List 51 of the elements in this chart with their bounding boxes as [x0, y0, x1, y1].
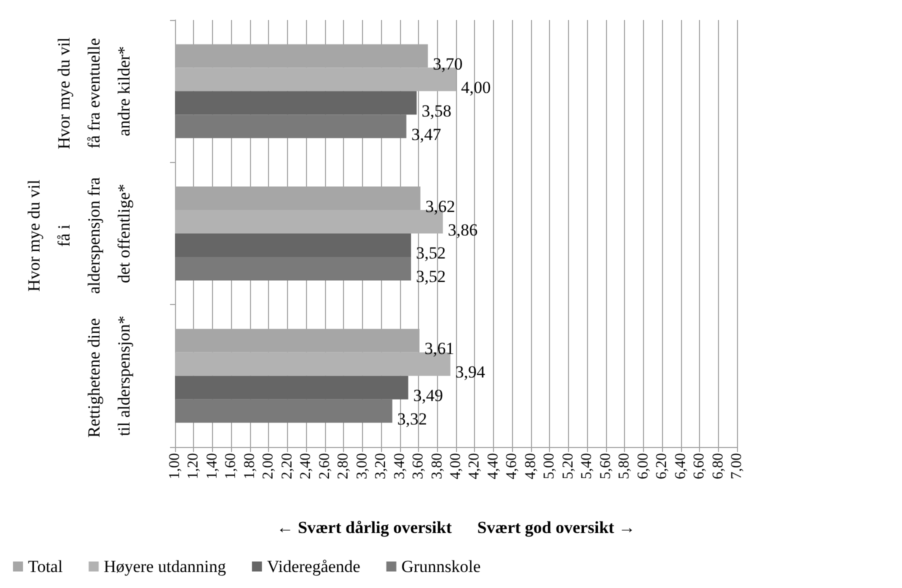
- data-label: 3,52: [416, 267, 446, 286]
- x-tick-label: 7,00: [729, 453, 745, 480]
- x-tick-label: 5,40: [579, 453, 596, 480]
- x-tick-label: 3,80: [429, 453, 446, 480]
- x-tick-label: 5,20: [560, 453, 576, 480]
- data-label: 3,94: [455, 362, 486, 382]
- legend-label: Høyere utdanning: [104, 557, 226, 576]
- x-tick-label: 4,20: [466, 453, 483, 480]
- x-tick-label: 4,60: [504, 453, 520, 480]
- x-tick-label: 6,60: [692, 453, 708, 480]
- x-tick-label: 6,80: [710, 453, 726, 480]
- x-tick-label: 6,40: [672, 453, 689, 480]
- x-tick-label: 5,80: [616, 453, 633, 480]
- data-label: 3,62: [425, 196, 456, 216]
- x-tick-label: 1,80: [242, 453, 258, 480]
- y-tick-label: Hvor mye du vil få i alderspensjon fra det offentlige*: [24, 173, 134, 294]
- x-tick-label: 5,00: [542, 453, 558, 480]
- x-tick-label: 1,40: [204, 453, 220, 480]
- data-label: 3,47: [411, 124, 442, 144]
- x-tick-label: 5,60: [598, 453, 614, 480]
- data-label: 3,86: [448, 220, 478, 240]
- x-tick-label: 3,20: [373, 453, 390, 480]
- data-label: 3,49: [413, 386, 443, 406]
- x-tick-label: 1,20: [186, 453, 202, 480]
- x-tick-label: 3,00: [354, 453, 370, 480]
- x-tick-label: 2,60: [316, 453, 333, 480]
- legend-label: Total: [28, 557, 63, 576]
- x-tick-label: 1,60: [223, 453, 240, 480]
- data-label: 3,52: [416, 244, 446, 263]
- x-axis-title: ← Svært dårlig oversikt Svært god oversikt →: [276, 518, 636, 537]
- x-tick-label: 6,20: [654, 453, 670, 480]
- legend-label: Videregående: [266, 557, 360, 576]
- x-tick-label: 3,60: [410, 453, 427, 480]
- x-tick-label: 4,40: [485, 453, 502, 480]
- y-tick-label: Hvor mye du vil få fra eventuelle andre kilder*: [54, 33, 134, 150]
- data-label: 3,70: [432, 54, 463, 74]
- x-tick-label: 3,40: [392, 453, 408, 480]
- x-tick-label: 2,40: [298, 453, 314, 480]
- x-tick-label: 4,80: [522, 453, 539, 480]
- x-tick-label: 2,00: [260, 453, 277, 480]
- legend-label: Grunnskole: [401, 557, 481, 576]
- y-tick-label: Rettighetene dine til alderspensjon*: [84, 314, 134, 438]
- data-label: 3,61: [424, 339, 454, 358]
- x-tick-label: 2,80: [336, 453, 352, 480]
- data-label: 3,58: [422, 101, 452, 120]
- x-tick-label: 4,00: [448, 453, 464, 480]
- data-label: 3,32: [397, 410, 428, 429]
- x-tick-label: 2,20: [279, 453, 296, 480]
- x-tick-label: 1,00: [167, 453, 183, 480]
- data-label: 4,00: [461, 78, 491, 97]
- x-tick-label: 6,00: [635, 453, 652, 480]
